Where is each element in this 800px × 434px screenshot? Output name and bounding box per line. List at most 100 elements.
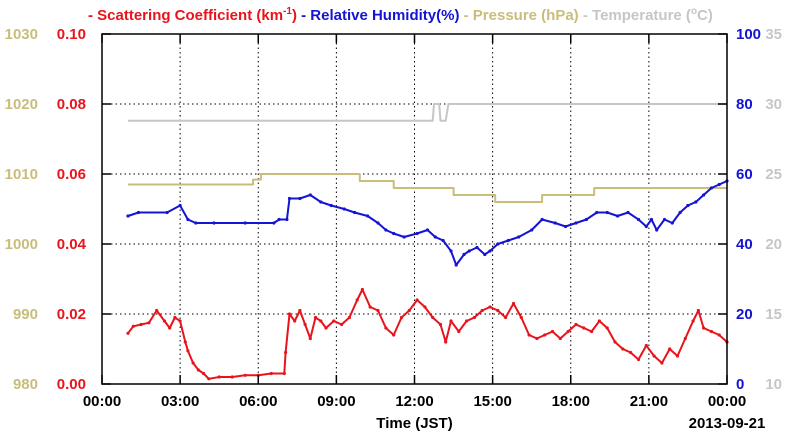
- scattering-point: [186, 349, 190, 353]
- scattering-point: [590, 329, 594, 334]
- humidity-point: [319, 200, 323, 204]
- humidity-tick-label: 0: [736, 376, 744, 393]
- pressure-tick-label: 1030: [5, 26, 38, 43]
- humidity-point: [584, 217, 589, 222]
- scattering-point: [178, 319, 182, 323]
- scattering-point: [582, 326, 586, 330]
- humidity-point: [678, 210, 682, 215]
- humidity-point: [702, 193, 706, 197]
- humidity-tick-label: 100: [736, 26, 761, 43]
- scattering-point: [668, 347, 672, 351]
- scattering-point: [347, 315, 351, 320]
- scattering-tick-label: 0.08: [57, 96, 86, 113]
- scattering-point: [444, 340, 448, 344]
- legend-entry: - Scattering Coefficient (km: [88, 7, 283, 24]
- scattering-tick-label: 0.04: [57, 236, 87, 253]
- legend-entry-tail: C): [697, 7, 713, 24]
- scattering-point: [376, 308, 380, 313]
- humidity-point: [662, 217, 667, 222]
- legend-superscript: o: [691, 6, 697, 17]
- humidity-point: [563, 224, 568, 229]
- temperature-line: [128, 103, 727, 122]
- humidity-point: [136, 210, 141, 215]
- scattering-tick-label: 0.10: [57, 26, 86, 43]
- humidity-point: [366, 214, 370, 218]
- scattering-point: [293, 319, 297, 323]
- pressure-line: [128, 173, 727, 203]
- humidity-point: [616, 214, 620, 218]
- humidity-point: [415, 231, 419, 236]
- humidity-point: [626, 210, 630, 215]
- temperature-tick-label: 30: [765, 96, 782, 113]
- scattering-point: [423, 305, 427, 309]
- scattering-point: [496, 308, 500, 313]
- legend-superscript: -1: [283, 6, 292, 17]
- humidity-point: [644, 224, 648, 229]
- scattering-point: [457, 329, 461, 334]
- humidity-tick-label: 60: [736, 166, 753, 183]
- humidity-point: [553, 221, 557, 225]
- x-tick-label: 18:00: [552, 393, 590, 410]
- humidity-point: [467, 249, 471, 253]
- humidity-tick-label: 80: [736, 96, 753, 113]
- scattering-point: [355, 298, 359, 302]
- scattering-point: [449, 319, 453, 323]
- scattering-point: [202, 371, 206, 376]
- scattering-point: [217, 375, 221, 379]
- scattering-tick-label: 0.06: [57, 166, 86, 183]
- x-tick-label: 15:00: [473, 393, 511, 410]
- scattering-point: [574, 322, 578, 327]
- humidity-point: [717, 182, 721, 187]
- humidity-point: [488, 249, 492, 253]
- scattering-point: [644, 343, 648, 348]
- scattering-point: [696, 308, 701, 313]
- humidity-point: [329, 203, 333, 208]
- scattering-point: [683, 336, 687, 341]
- humidity-point: [506, 238, 510, 243]
- humidity-point: [376, 221, 380, 225]
- scattering-point: [652, 354, 656, 358]
- temperature-tick-label: 20: [765, 236, 782, 253]
- humidity-point: [433, 235, 437, 239]
- x-tick-label: 03:00: [161, 393, 199, 410]
- x-tick-label: 09:00: [317, 393, 355, 410]
- scattering-point: [173, 315, 177, 320]
- humidity-point: [287, 196, 292, 201]
- scattering-point: [139, 322, 143, 327]
- temperature-tick-label: 25: [765, 166, 782, 183]
- humidity-point: [517, 235, 521, 239]
- x-tick-label: 00:00: [83, 393, 121, 410]
- scattering-point: [629, 350, 633, 355]
- temperature-tick-label: 15: [765, 306, 782, 323]
- scattering-point: [282, 371, 286, 376]
- scattering-point: [465, 319, 469, 323]
- humidity-point: [595, 210, 599, 215]
- scattering-point: [230, 375, 234, 379]
- scattering-point: [168, 326, 172, 330]
- scattering-point: [287, 312, 292, 316]
- pressure-tick-label: 980: [13, 376, 38, 393]
- humidity-point: [636, 217, 641, 222]
- legend-entry: - Relative Humidity(%): [297, 7, 460, 24]
- scattering-point: [431, 315, 435, 320]
- scattering-point: [269, 371, 273, 376]
- pressure-tick-label: 1020: [5, 96, 38, 113]
- humidity-tick-label: 40: [736, 236, 753, 253]
- humidity-tick-label: 20: [736, 306, 753, 323]
- humidity-point: [449, 249, 453, 253]
- axis-ticks: [101, 33, 728, 385]
- scattering-point: [438, 322, 443, 327]
- scattering-point: [191, 361, 195, 365]
- scattering-point: [543, 333, 547, 337]
- humidity-point: [402, 235, 406, 239]
- humidity-point: [686, 203, 690, 208]
- humidity-point: [483, 252, 487, 257]
- date-label: 2013-09-21: [689, 415, 766, 432]
- scattering-point: [243, 373, 247, 377]
- scattering-point: [621, 347, 625, 351]
- legend-entry: - Temperature (: [579, 7, 691, 24]
- humidity-point: [441, 238, 445, 243]
- humidity-point: [392, 231, 396, 236]
- humidity-point: [308, 193, 312, 197]
